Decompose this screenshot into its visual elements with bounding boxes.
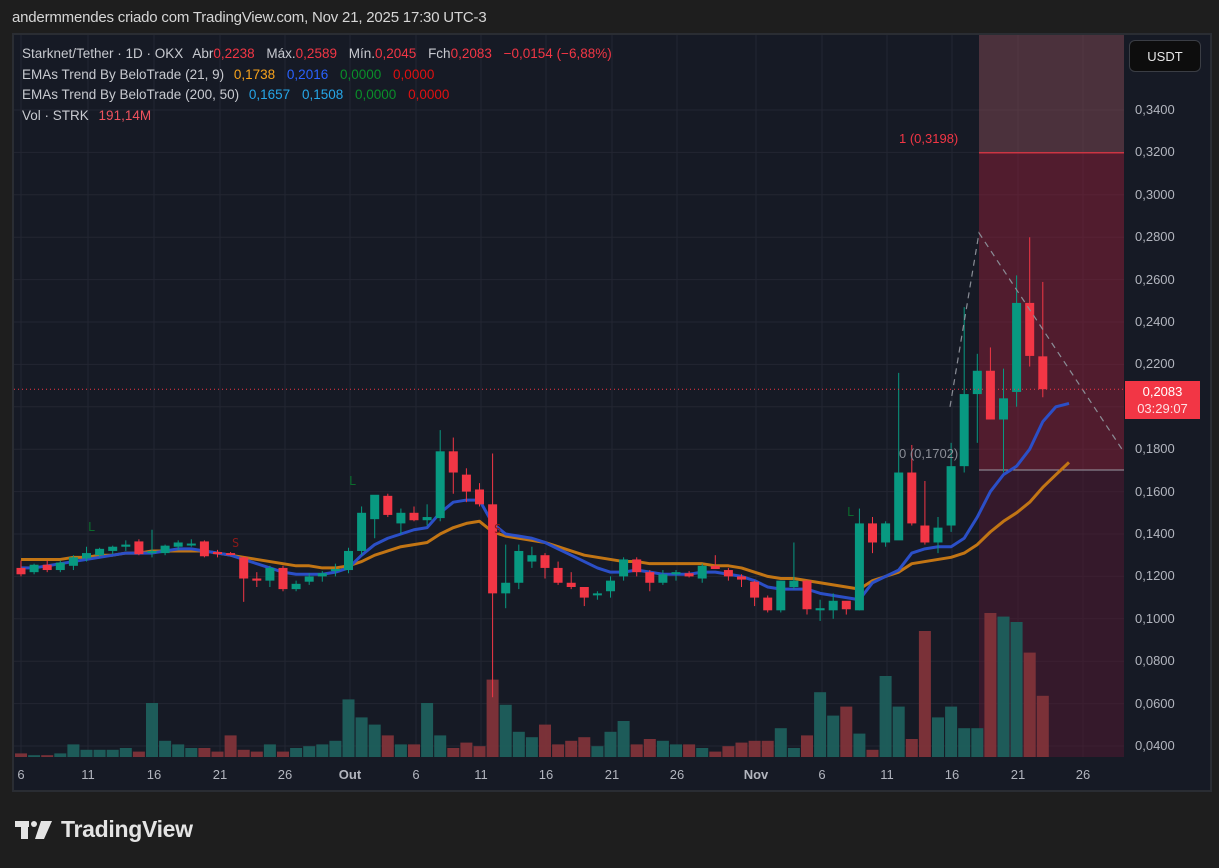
last-price-tag: 0,2083 03:29:07 [1125,381,1200,419]
price-axis-label: 0,1800 [1135,441,1175,457]
open-label: Abr [192,46,214,61]
price-axis-label: 0,0400 [1135,738,1175,753]
tradingview-logo-text: TradingView [61,816,193,842]
price-axis-label: 0,1000 [1135,610,1175,626]
time-axis-label: 11 [474,767,488,782]
time-axis-label: 16 [146,767,162,782]
short-signal-marker: S [494,522,502,536]
time-axis-label: 26 [1075,767,1091,782]
high-value: 0,2589 [295,46,337,61]
legend-volume-row[interactable]: Vol · STRK 191,14M [22,106,618,127]
price-axis-label: 0,2400 [1135,314,1175,329]
time-axis-label: 21 [604,767,620,782]
ema2-name: EMAs Trend By BeloTrade (200, 50) [22,87,240,102]
ema2-value-2: 0,1508 [301,87,344,102]
time-axis-label: 16 [944,767,960,782]
ema1-value-2: 0,2016 [286,66,329,82]
price-axis-label: 0,3000 [1135,186,1175,202]
price-axis-label: 0,0600 [1135,695,1175,711]
short-signal-marker: S [232,536,240,550]
countdown-timer: 03:29:07 [1137,401,1188,416]
long-signal-marker: L [88,520,96,534]
high-label: Máx. [266,46,296,61]
price-chart[interactable] [14,35,1210,790]
legend-ema1-row[interactable]: EMAs Trend By BeloTrade (21, 9) 0,1738 0… [22,65,618,86]
time-axis-label: Out [338,767,362,782]
ema2-value-1: 0,1657 [248,87,291,102]
long-signal-marker: L [349,474,357,488]
fib-level-1-label: 1 (0,3198) [899,131,959,146]
ema2-value-3: 0,0000 [355,87,397,102]
time-axis-label: 6 [17,767,25,782]
currency-button[interactable]: USDT [1129,40,1201,72]
tradingview-logo-icon [15,820,52,839]
time-axis-label: 16 [538,767,554,782]
tradingview-logo: TradingView [15,816,193,843]
price-axis-label: 0,2600 [1135,271,1175,287]
time-axis-label: 6 [818,767,826,782]
low-value: 0,2045 [375,46,417,61]
price-axis-label: 0,3400 [1135,102,1175,117]
time-axis-label: 21 [212,767,228,782]
volume-value: 191,14M [98,107,152,123]
close-label: Fch [428,46,451,61]
ema1-name: EMAs Trend By BeloTrade (21, 9) [22,66,225,82]
close-value: 0,2083 [450,46,492,61]
change-value: −0,0154 (−6,88%) [503,46,612,61]
time-axis-label: 21 [1010,767,1026,782]
open-value: 0,2238 [213,46,255,61]
attribution-header: andermmendes criado com TradingView.com,… [12,9,487,26]
legend-symbol-row[interactable]: Starknet/Tether · 1D · OKX Abr0,2238 Máx… [22,44,618,65]
time-axis-label: 6 [412,767,420,782]
ema2-value-4: 0,0000 [408,87,450,102]
time-axis-label: 26 [669,767,685,782]
low-label: Mín. [348,46,375,61]
volume-name: Vol · STRK [22,107,89,123]
price-axis-label: 0,1600 [1135,483,1175,499]
price-axis-label: 0,1200 [1135,568,1175,584]
price-axis-label: 0,0800 [1135,653,1175,669]
legend-ema2-row[interactable]: EMAs Trend By BeloTrade (200, 50) 0,1657… [22,85,618,106]
chart-legend: Starknet/Tether · 1D · OKX Abr0,2238 Máx… [22,44,618,126]
ema1-value-1: 0,1738 [233,66,276,82]
time-axis-label: 11 [81,767,95,782]
ema1-value-3: 0,0000 [339,66,382,82]
price-axis-label: 0,3200 [1135,144,1175,160]
fib-level-0-label: 0 (0,1702) [899,446,959,461]
time-axis-label: Nov [743,767,769,782]
symbol-name: Starknet/Tether · 1D · OKX [22,46,184,61]
last-price-value: 0,2083 [1142,384,1183,399]
time-axis-label: 11 [880,767,894,782]
ema1-value-4: 0,0000 [393,66,435,82]
price-axis-label: 0,2200 [1135,356,1175,372]
long-signal-marker: L [847,505,855,519]
price-axis-label: 0,2800 [1135,229,1175,245]
time-axis-label: 26 [277,767,293,782]
price-axis-label: 0,1400 [1135,526,1175,541]
